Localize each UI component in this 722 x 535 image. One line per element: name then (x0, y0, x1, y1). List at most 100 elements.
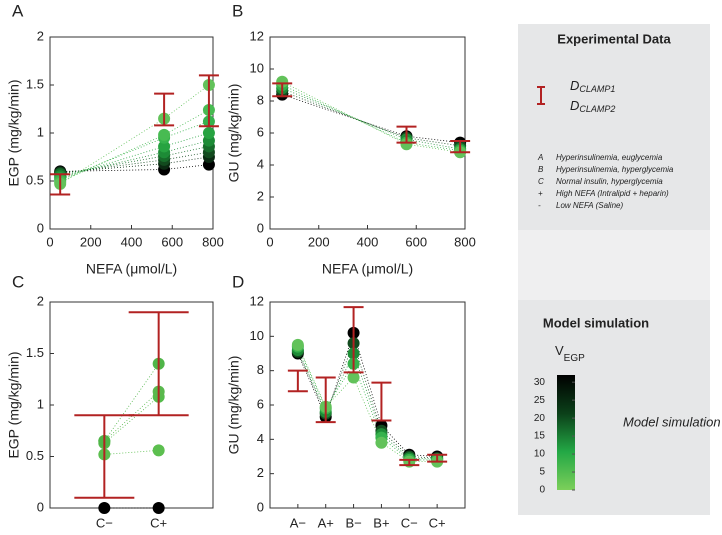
plot-area (269, 36, 466, 230)
y-tick-label: 2 (37, 28, 44, 43)
x-tick-label: A+ (318, 515, 334, 530)
legend-title: Experimental Data (557, 31, 671, 46)
y-tick-label: 8 (257, 362, 264, 377)
y-tick-label: 0.5 (26, 448, 44, 463)
point (400, 138, 413, 151)
y-tick-label: 0 (37, 499, 44, 514)
point (152, 444, 165, 457)
point (375, 436, 388, 449)
legend-key: + (538, 189, 543, 198)
point (202, 127, 215, 139)
series-line (104, 391, 159, 442)
y-tick-label: 0 (37, 220, 44, 235)
x-tick-label: 800 (202, 234, 224, 249)
legend-key: - (538, 201, 541, 210)
x-tick-label: 600 (161, 234, 183, 249)
x-tick-label: C− (401, 515, 418, 530)
series-line (60, 151, 209, 174)
y-tick-label: 2 (37, 293, 44, 308)
x-tick-label: C+ (429, 515, 446, 530)
colorbar-tick-label: 10 (534, 449, 546, 460)
y-tick-label: 8 (257, 92, 264, 107)
x-tick-label: 400 (357, 234, 379, 249)
y-tick-label: 10 (250, 328, 264, 343)
error-symbol (537, 86, 545, 105)
panel-letter: B (232, 1, 243, 20)
point (158, 140, 171, 153)
plot-area (49, 36, 214, 230)
x-axis-label: NEFA (μmol/L) (86, 261, 177, 277)
y-tick-label: 0 (257, 499, 264, 514)
y-tick-label: 12 (250, 293, 264, 308)
x-tick-label: 800 (454, 234, 476, 249)
y-tick-label: 12 (250, 28, 264, 43)
y-axis-label: GU (mg/kg/min) (226, 356, 242, 455)
x-tick-label: 400 (121, 234, 143, 249)
colorbar-label: VEGP (555, 343, 585, 363)
legend-symbol: DCLAMP2 (570, 98, 615, 114)
x-tick-label: B+ (373, 515, 389, 530)
series-line (297, 346, 438, 461)
point (158, 128, 171, 141)
panel-letter: A (12, 1, 24, 20)
y-tick-label: 1 (37, 396, 44, 411)
x-tick-label: 600 (405, 234, 427, 249)
x-tick-label: C− (96, 515, 113, 530)
y-tick-label: 0 (257, 220, 264, 235)
point (152, 502, 165, 514)
series-line (282, 84, 461, 151)
plot-area (269, 301, 466, 509)
y-axis-label: EGP (mg/kg/min) (6, 79, 22, 186)
x-axis-label: NEFA (μmol/L) (322, 261, 413, 277)
legend-text: High NEFA (Intralipid + heparin) (556, 189, 669, 198)
point (98, 502, 111, 514)
y-tick-label: 4 (257, 431, 264, 446)
point (276, 75, 289, 88)
y-tick-label: 1 (37, 124, 44, 139)
point (291, 338, 304, 351)
panel-letter: C (12, 272, 24, 291)
x-tick-label: 200 (308, 234, 330, 249)
colorbar-tick-label: 0 (539, 485, 545, 496)
colorbar-title: Model simulation (543, 315, 649, 330)
y-tick-label: 6 (257, 396, 264, 411)
colorbar-tick-label: 5 (539, 467, 545, 478)
y-tick-label: 6 (257, 124, 264, 139)
colorbar-side-label: Model simulation (623, 414, 721, 429)
colorbar-tick-label: 25 (534, 395, 546, 406)
x-tick-label: A− (290, 515, 306, 530)
colorbar (557, 375, 575, 490)
legend-symbol: DCLAMP1 (570, 78, 615, 94)
y-tick-label: 10 (250, 60, 264, 75)
x-tick-label: 0 (46, 234, 53, 249)
colorbar-tick-label: 20 (534, 413, 546, 424)
y-tick-label: 4 (257, 156, 264, 171)
legend-key: C (538, 177, 544, 186)
legend-spacer (518, 230, 710, 300)
series-line (104, 449, 159, 455)
legend-text: Hyperinsulinemia, hyperglycemia (556, 165, 674, 174)
y-tick-label: 1.5 (26, 76, 44, 91)
y-tick-label: 2 (257, 465, 264, 480)
colorbar-tick-label: 15 (534, 431, 546, 442)
x-tick-label: C+ (150, 515, 167, 530)
y-tick-label: 0.5 (26, 172, 44, 187)
y-tick-label: 2 (257, 188, 264, 203)
series-line (297, 342, 438, 459)
legend-key: A (537, 153, 543, 162)
y-tick-label: 1.5 (26, 345, 44, 360)
panel-letter: D (232, 272, 244, 291)
legend-box (518, 24, 710, 230)
y-axis-label: EGP (mg/kg/min) (6, 351, 22, 458)
colorbar-box (518, 300, 710, 515)
point (347, 371, 360, 384)
x-tick-label: B− (345, 515, 361, 530)
legend-text: Normal insulin, hyperglycemia (556, 177, 663, 186)
legend-key: B (538, 165, 544, 174)
legend-text: Hyperinsulinemia, euglycemia (556, 153, 663, 162)
legend-text: Low NEFA (Saline) (556, 201, 623, 210)
label-main: V (555, 343, 564, 358)
series-line (104, 363, 159, 442)
x-tick-label: 200 (80, 234, 102, 249)
